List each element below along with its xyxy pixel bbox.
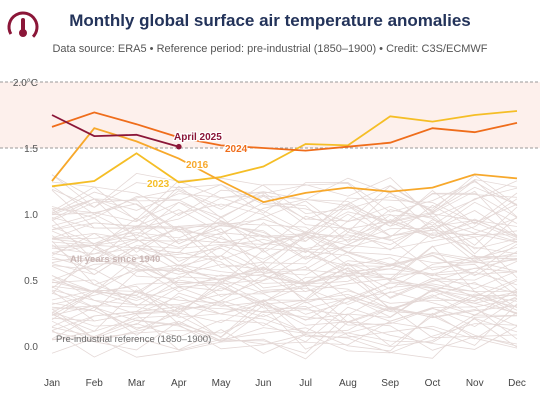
series-label-2016: 2016 (186, 160, 209, 171)
history-line (51, 227, 518, 275)
x-tick-label: Jul (299, 378, 312, 389)
history-line (51, 313, 518, 354)
history-line (51, 278, 518, 321)
x-tick-label: Apr (171, 378, 187, 389)
chart-title: Monthly global surface air temperature a… (69, 11, 471, 30)
history-line (51, 262, 518, 300)
x-tick-label: Aug (339, 378, 357, 389)
series-label-2024: 2024 (225, 144, 248, 155)
x-tick-label: May (212, 378, 231, 389)
history-line (51, 172, 518, 211)
series-line-april-2025 (51, 114, 180, 148)
history-line (51, 203, 518, 242)
history-line (51, 285, 518, 327)
history-line (51, 217, 518, 261)
series-label-2023: 2023 (147, 179, 170, 190)
x-tick-label: Jan (44, 378, 60, 389)
history-line (51, 231, 518, 271)
x-tick-label: Nov (466, 378, 484, 389)
y-tick-label: 1.5 (24, 144, 38, 155)
history-line (51, 233, 518, 268)
history-line (51, 211, 518, 255)
history-line (51, 264, 518, 309)
annotation-all-years: All years since 1940 (70, 254, 160, 265)
history-line (51, 198, 518, 242)
x-tick-label: Mar (128, 378, 146, 389)
history-line (51, 303, 518, 350)
series-line-2016 (51, 127, 518, 204)
history-line (51, 174, 518, 220)
history-line (51, 263, 518, 305)
history-line (51, 307, 518, 345)
x-tick-label: Sep (381, 378, 399, 389)
series-line-2024 (51, 111, 518, 152)
history-line (51, 182, 518, 224)
y-tick-label: 0.5 (24, 276, 38, 287)
history-line (51, 308, 518, 348)
series-label-april-2025: April 2025 (174, 132, 222, 143)
history-line (51, 319, 518, 354)
x-tick-label: Oct (425, 378, 441, 389)
history-line (51, 315, 518, 359)
history-line (51, 177, 518, 223)
x-tick-label: Dec (508, 378, 526, 389)
history-line (51, 258, 518, 293)
annotation-preindustrial: Pre-industrial reference (1850–1900) (56, 334, 211, 345)
y-tick-label: 2.0°C (13, 78, 38, 89)
history-line (51, 321, 518, 360)
history-line (51, 196, 518, 238)
history-line (51, 208, 518, 254)
history-line (51, 184, 518, 226)
history-line (51, 305, 518, 346)
y-tick-label: 0.0 (24, 342, 38, 353)
history-line (51, 179, 518, 222)
chart-subtitle: Data source: ERA5 • Reference period: pr… (52, 43, 488, 55)
history-line (51, 275, 517, 315)
history-line (51, 287, 518, 326)
logo-icon (7, 11, 39, 43)
history-line (51, 232, 518, 275)
history-line (51, 185, 518, 230)
series-endpoint-april-2025 (176, 143, 182, 150)
history-line (51, 241, 518, 280)
history-line (51, 267, 518, 313)
history-line (51, 247, 518, 277)
warming-band (0, 82, 540, 148)
history-line (51, 263, 518, 301)
x-tick-label: Feb (86, 378, 104, 389)
series-line-2023 (51, 110, 518, 188)
y-tick-label: 1.0 (24, 210, 38, 221)
x-tick-label: Jun (255, 378, 271, 389)
history-line (51, 252, 518, 288)
history-line (51, 285, 518, 325)
history-line (51, 257, 518, 290)
history-line (51, 264, 518, 312)
history-line (51, 189, 518, 236)
history-line (51, 213, 518, 254)
